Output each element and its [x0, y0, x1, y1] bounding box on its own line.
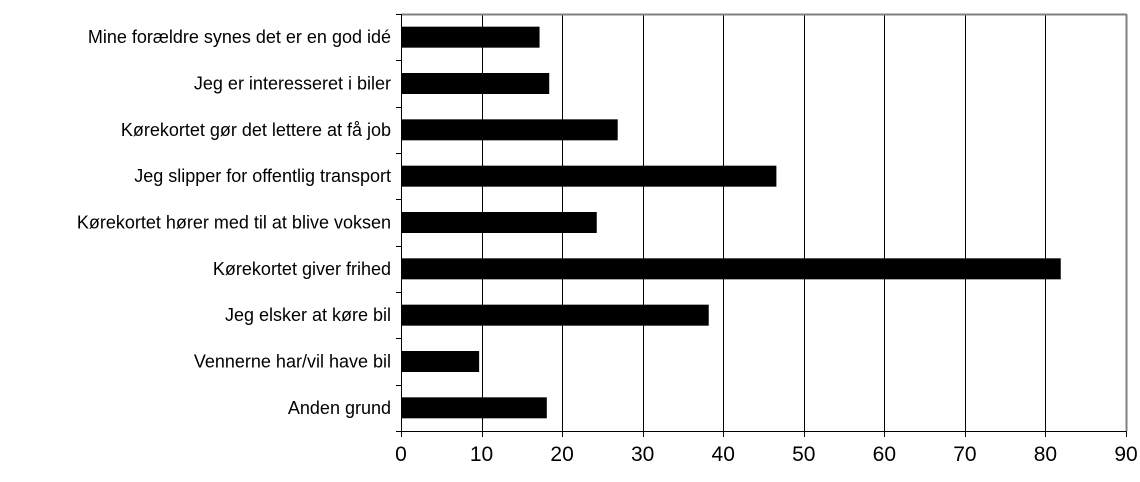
category-label: Mine forældre synes det er en god idé	[88, 27, 391, 47]
bar	[401, 304, 709, 326]
category-label: Jeg elsker at køre bil	[225, 305, 391, 325]
x-tick-label: 40	[712, 443, 735, 466]
bar	[401, 73, 550, 94]
x-tick-label: 0	[395, 443, 407, 466]
x-tick-label: 90	[1114, 443, 1137, 466]
x-tick-label: 50	[792, 443, 815, 466]
bar	[401, 397, 547, 419]
category-label: Kørekortet giver frihed	[213, 259, 391, 279]
bar	[401, 26, 540, 48]
x-tick-label: 30	[631, 443, 654, 466]
bar	[401, 119, 618, 141]
category-label: Jeg slipper for offentlig transport	[134, 166, 391, 186]
x-tick-label: 10	[470, 443, 493, 466]
category-label: Kørekortet gør det lettere at få job	[121, 120, 391, 140]
x-tick-labels: 0 10 20 30 40 50 60 70 80 90	[395, 443, 1138, 466]
category-label: Kørekortet hører med til at blive voksen	[77, 213, 391, 233]
x-tick-label: 60	[873, 443, 896, 466]
grid-lines	[482, 14, 1046, 431]
bar	[401, 165, 777, 187]
category-label: Vennerne har/vil have bil	[194, 352, 391, 372]
x-tick-label: 70	[953, 443, 976, 466]
category-label: Jeg er interesseret i biler	[194, 74, 391, 94]
category-labels: Mine forældre synes det er en god idé Jeg…	[77, 27, 391, 418]
bar	[401, 212, 597, 233]
plot-frame	[401, 13, 1128, 431]
category-label: Anden grund	[288, 398, 391, 418]
x-tick-label: 80	[1034, 443, 1057, 466]
bar	[401, 351, 480, 372]
x-tick-label: 20	[550, 443, 573, 466]
bars	[401, 26, 1061, 419]
axes	[396, 14, 1127, 437]
bar	[401, 258, 1061, 280]
